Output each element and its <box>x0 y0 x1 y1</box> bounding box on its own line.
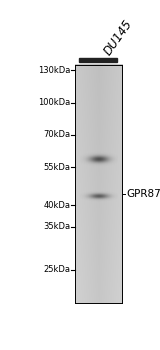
Text: 55kDa: 55kDa <box>44 163 71 172</box>
Text: DU145: DU145 <box>102 17 136 57</box>
Text: 25kDa: 25kDa <box>44 265 71 274</box>
Text: 100kDa: 100kDa <box>39 98 71 107</box>
Bar <box>79 58 117 62</box>
Text: GPR87: GPR87 <box>126 189 160 199</box>
Text: 35kDa: 35kDa <box>44 222 71 231</box>
Text: 130kDa: 130kDa <box>38 66 71 75</box>
Text: 70kDa: 70kDa <box>44 131 71 140</box>
Text: 40kDa: 40kDa <box>44 201 71 210</box>
